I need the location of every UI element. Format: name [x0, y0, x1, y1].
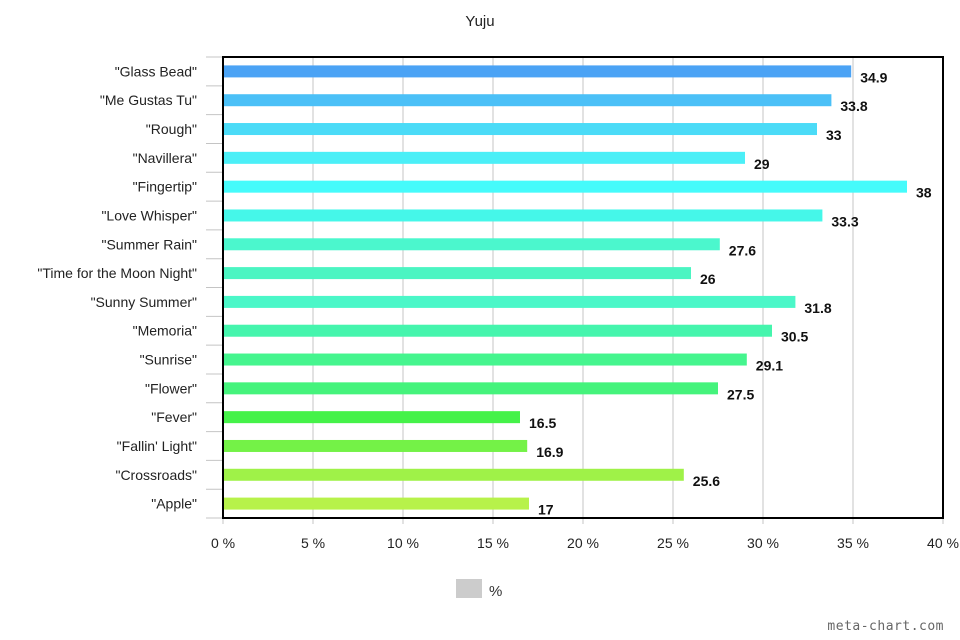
category-label-7: "Time for the Moon Night": [37, 265, 197, 281]
category-label-10: "Sunrise": [140, 352, 197, 368]
category-label-15: "Apple": [151, 496, 197, 512]
credit-text[interactable]: meta-chart.com: [827, 619, 944, 634]
x-tick-label-7: 35 %: [837, 535, 869, 551]
category-label-1: "Me Gustas Tu": [100, 92, 197, 108]
value-label-11: 27.5: [727, 386, 754, 402]
value-label-4: 38: [916, 185, 932, 201]
value-label-13: 16.9: [536, 444, 563, 460]
value-label-3: 29: [754, 156, 770, 172]
value-label-7: 26: [700, 271, 716, 287]
value-label-10: 29.1: [756, 358, 783, 374]
bar-6[interactable]: [223, 238, 720, 251]
value-label-0: 34.9: [860, 69, 887, 85]
bar-1[interactable]: [223, 94, 832, 107]
value-label-15: 17: [538, 502, 554, 518]
category-label-14: "Crossroads": [115, 467, 197, 483]
x-tick-label-6: 30 %: [747, 535, 779, 551]
value-label-5: 33.3: [831, 213, 858, 229]
value-label-2: 33: [826, 127, 842, 143]
x-tick-labels: 0 % 5 % 10 % 15 % 20 % 25 % 30 % 35 % 40 %: [211, 535, 959, 551]
category-label-8: "Sunny Summer": [91, 294, 197, 310]
bar-0[interactable]: [223, 65, 852, 78]
category-label-12: "Fever": [151, 409, 197, 425]
x-tick-label-5: 25 %: [657, 535, 689, 551]
bar-12[interactable]: [223, 411, 520, 424]
category-label-13: "Fallin' Light": [117, 438, 197, 454]
category-label-6: "Summer Rain": [101, 236, 197, 252]
value-label-14: 25.6: [693, 473, 720, 489]
bar-11[interactable]: [223, 382, 718, 395]
x-tick-label-2: 10 %: [387, 535, 419, 551]
bar-3[interactable]: [223, 151, 745, 164]
category-label-9: "Memoria": [133, 323, 197, 339]
x-tick-label-0: 0 %: [211, 535, 235, 551]
value-label-1: 33.8: [840, 98, 867, 114]
x-tick-label-4: 20 %: [567, 535, 599, 551]
category-label-5: "Love Whisper": [101, 207, 197, 223]
value-label-8: 31.8: [804, 300, 831, 316]
bar-10[interactable]: [223, 353, 747, 366]
bar-14[interactable]: [223, 468, 684, 481]
category-label-0: "Glass Bead": [115, 63, 197, 79]
value-label-9: 30.5: [781, 329, 808, 345]
category-label-11: "Flower": [145, 380, 197, 396]
x-tick-label-3: 15 %: [477, 535, 509, 551]
bar-13[interactable]: [223, 439, 528, 452]
bar-8[interactable]: [223, 295, 796, 308]
plot-frame: [222, 56, 944, 519]
x-tick-label-1: 5 %: [301, 535, 325, 551]
bars: 34.9 33.8 33 29 38 33.3 27.6 26 31.8 30.5 29.127.5…: [223, 65, 932, 518]
category-label-4: "Fingertip": [133, 179, 197, 195]
value-label-6: 27.6: [729, 242, 756, 258]
value-label-12: 16.5: [529, 415, 556, 431]
x-tick-label-8: 40 %: [927, 535, 959, 551]
bar-4[interactable]: [223, 180, 907, 193]
bar-2[interactable]: [223, 123, 817, 136]
bar-9[interactable]: [223, 324, 772, 337]
chart-title: Yuju: [465, 13, 494, 30]
bar-5[interactable]: [223, 209, 823, 222]
category-label-2: "Rough": [146, 121, 197, 137]
legend-swatch[interactable]: [456, 579, 482, 598]
bar-7[interactable]: [223, 267, 691, 280]
category-labels: "Glass Bead" "Me Gustas Tu" "Rough" "Navill…: [37, 63, 197, 511]
bar-15[interactable]: [223, 497, 529, 510]
legend-label[interactable]: %: [489, 583, 502, 600]
category-label-3: "Navillera": [133, 150, 197, 166]
